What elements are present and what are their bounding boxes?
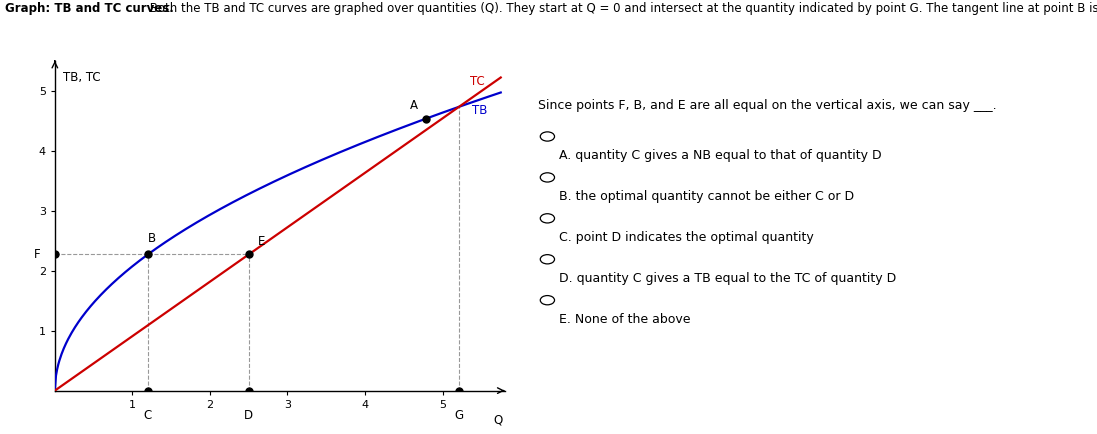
Text: Graph: TB and TC curves.: Graph: TB and TC curves. — [5, 2, 174, 15]
Text: TB, TC: TB, TC — [63, 71, 100, 84]
Text: C: C — [144, 408, 152, 421]
Text: Since points F, B, and E are all equal on the vertical axis, we can say ___.: Since points F, B, and E are all equal o… — [538, 99, 996, 112]
Text: TB: TB — [472, 104, 487, 117]
Text: G: G — [454, 408, 464, 421]
Text: B: B — [148, 233, 156, 245]
Text: E. None of the above: E. None of the above — [559, 312, 691, 326]
Text: E: E — [258, 236, 265, 249]
Text: B. the optimal quantity cannot be either C or D: B. the optimal quantity cannot be either… — [559, 190, 855, 203]
Text: TC: TC — [470, 75, 485, 88]
Text: A. quantity C gives a NB equal to that of quantity D: A. quantity C gives a NB equal to that o… — [559, 149, 882, 162]
Text: D: D — [245, 408, 253, 421]
Text: C. point D indicates the optimal quantity: C. point D indicates the optimal quantit… — [559, 231, 814, 244]
Text: Q: Q — [494, 414, 502, 426]
Text: Both the TB and TC curves are graphed over quantities (Q). They start at Q = 0 a: Both the TB and TC curves are graphed ov… — [146, 2, 1097, 15]
Text: D. quantity C gives a TB equal to the TC of quantity D: D. quantity C gives a TB equal to the TC… — [559, 272, 896, 285]
Text: F: F — [34, 248, 41, 261]
Text: A: A — [410, 99, 418, 112]
